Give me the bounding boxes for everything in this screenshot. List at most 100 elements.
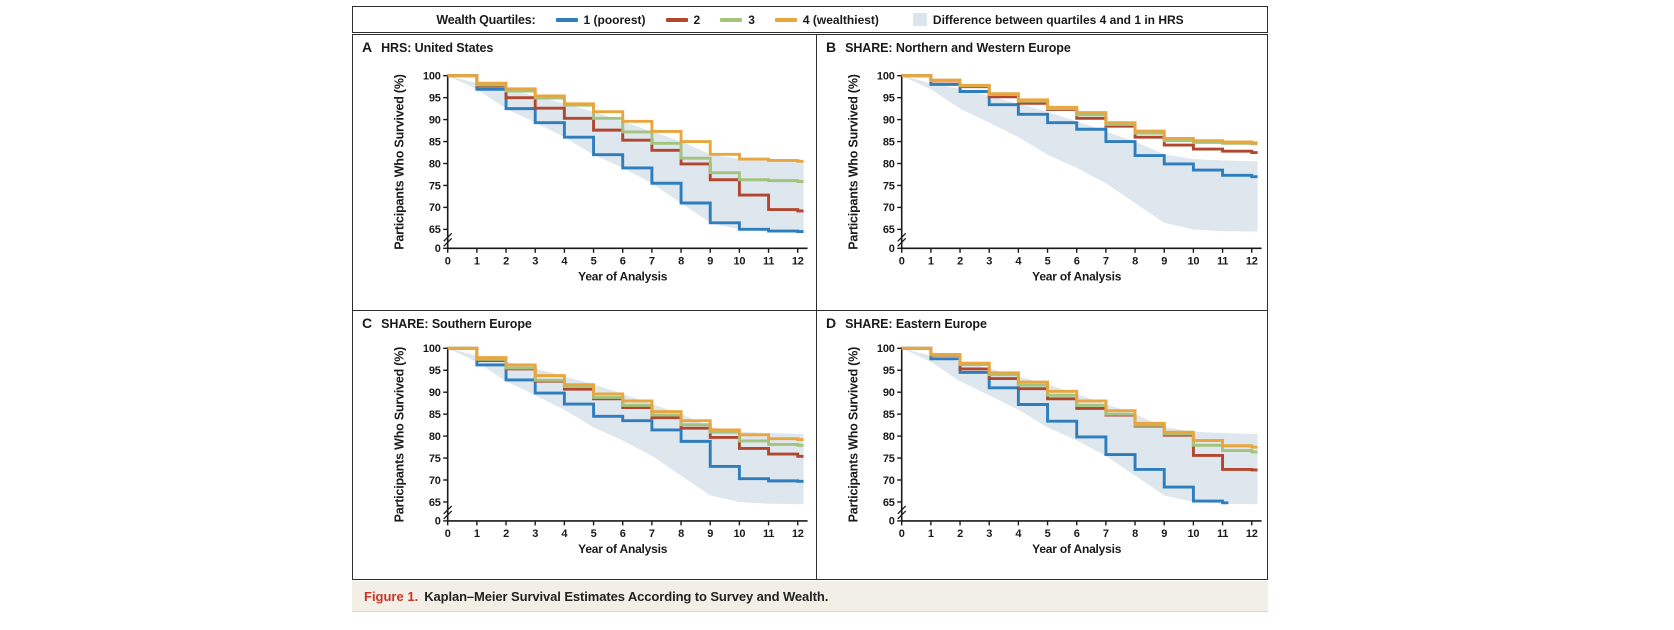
- legend-item-band: Difference between quartiles 4 and 1 in …: [912, 13, 1184, 27]
- x-tick-label: 10: [733, 255, 745, 267]
- y-tick-label: 0: [889, 243, 895, 255]
- x-tick-label: 2: [957, 255, 963, 267]
- x-tick-label: 7: [649, 255, 655, 267]
- axis-break-icon: [443, 232, 453, 242]
- x-tick-label: 5: [1045, 528, 1051, 540]
- x-tick-label: 8: [1132, 255, 1138, 267]
- x-tick-label: 5: [1045, 255, 1051, 267]
- quartile-1-line-swatch-icon: [555, 17, 578, 22]
- x-tick-label: 0: [899, 528, 905, 540]
- y-tick-label: 90: [429, 387, 441, 399]
- x-tick-label: 11: [763, 528, 774, 540]
- x-tick-label: 8: [1132, 528, 1138, 540]
- x-axis-title: Year of Analysis: [1032, 542, 1122, 556]
- x-tick-label: 9: [1161, 255, 1167, 267]
- x-tick-label: 3: [532, 255, 538, 267]
- x-tick-label: 9: [1161, 528, 1167, 540]
- y-tick-label: 90: [883, 114, 895, 126]
- x-tick-label: 3: [986, 255, 992, 267]
- x-tick-label: 12: [792, 255, 804, 267]
- axis-break-icon: [897, 510, 907, 520]
- y-axis-title: Participants Who Survived (%): [393, 74, 407, 250]
- panel-vertical-divider: [816, 34, 817, 580]
- x-tick-label: 2: [503, 255, 509, 267]
- x-tick-label: 4: [1015, 255, 1022, 267]
- curve-quartile-3: [447, 346, 804, 447]
- panel-name: SHARE: Southern Europe: [381, 317, 532, 331]
- y-tick-label: 85: [883, 409, 895, 421]
- quartile-4-line-swatch-icon: [774, 17, 797, 22]
- axis-break-icon: [443, 505, 453, 515]
- x-axis-title: Year of Analysis: [578, 542, 668, 556]
- x-tick-label: 3: [986, 528, 992, 540]
- y-tick-label: 0: [435, 516, 441, 528]
- y-tick-label: 0: [435, 243, 441, 255]
- x-tick-label: 0: [445, 255, 451, 267]
- y-tick-label: 100: [877, 71, 895, 83]
- x-tick-label: 8: [678, 528, 684, 540]
- legend-item-label: 2: [693, 12, 701, 27]
- y-tick-label: 85: [883, 136, 895, 148]
- y-tick-label: 100: [423, 343, 441, 355]
- y-tick-label: 65: [429, 497, 441, 509]
- panel-c-title: C SHARE: Southern Europe: [362, 315, 532, 331]
- x-tick-label: 2: [957, 528, 963, 540]
- x-tick-label: 0: [899, 255, 905, 267]
- y-tick-label: 65: [883, 497, 895, 509]
- y-tick-label: 65: [429, 224, 441, 236]
- y-tick-label: 70: [429, 202, 441, 214]
- x-tick-label: 12: [792, 528, 804, 540]
- x-tick-label: 7: [1103, 528, 1109, 540]
- y-tick-label: 80: [883, 158, 895, 170]
- y-tick-label: 75: [883, 180, 895, 192]
- axis-break-icon: [443, 237, 453, 247]
- y-tick-label: 0: [889, 516, 895, 528]
- curve-quartile-4: [447, 346, 804, 442]
- quartile-2-line-swatch-icon: [665, 17, 688, 22]
- x-tick-label: 8: [678, 255, 684, 267]
- x-tick-label: 9: [707, 528, 713, 540]
- legend-item-quartile-1: 1 (poorest): [555, 13, 646, 27]
- y-axis-title: Participants Who Survived (%): [847, 347, 861, 523]
- curve-quartile-4: [901, 74, 1258, 145]
- x-tick-label: 10: [1187, 255, 1199, 267]
- y-tick-label: 90: [883, 387, 895, 399]
- x-tick-label: 6: [620, 255, 626, 267]
- panel-name: SHARE: Eastern Europe: [845, 317, 987, 331]
- curve-quartile-1: [447, 74, 804, 233]
- y-axis-title: Participants Who Survived (%): [393, 347, 407, 523]
- x-tick-label: 4: [561, 528, 568, 540]
- figure-caption: Figure 1. Kaplan–Meier Survival Estimate…: [352, 581, 1268, 612]
- panel-horizontal-divider: [352, 310, 1268, 311]
- panel-d-share-eastern-europe: 100 95 90 85 80 75 70 65 0 0 1 2 3 4 5 6 7 8 9 10 11 12 Year o…: [816, 310, 1270, 580]
- panel-a-title: A HRS: United States: [362, 39, 493, 55]
- y-tick-label: 70: [429, 475, 441, 487]
- x-tick-label: 7: [649, 528, 655, 540]
- x-tick-label: 6: [1074, 528, 1080, 540]
- x-tick-label: 6: [1074, 255, 1080, 267]
- figure-caption-tag: Figure 1.: [364, 588, 419, 604]
- x-tick-label: 9: [707, 255, 713, 267]
- difference-band: [447, 348, 804, 505]
- x-tick-label: 10: [733, 528, 745, 540]
- panel-letter: B: [826, 39, 837, 55]
- x-tick-label: 1: [474, 528, 480, 540]
- curve-quartile-2: [901, 346, 1258, 472]
- panel-a-hrs-united-states: 100 95 90 85 80 75 70 65 0 0 1 2 3 4 5 6 7 8 9 10 11 12 Year o…: [352, 34, 816, 310]
- x-tick-label: 12: [1246, 528, 1258, 540]
- y-tick-label: 80: [429, 158, 441, 170]
- x-tick-label: 5: [591, 255, 597, 267]
- axis-break-icon: [443, 510, 453, 520]
- panel-b-share-northern-western-europe: 100 95 90 85 80 75 70 65 0 0 1 2 3 4 5 6 7 8 9 10 11 12 Year o…: [816, 34, 1270, 310]
- x-axis-title: Year of Analysis: [578, 269, 668, 283]
- x-tick-label: 1: [474, 255, 480, 267]
- difference-band: [901, 75, 1258, 232]
- x-tick-label: 10: [1187, 528, 1199, 540]
- x-tick-label: 3: [532, 528, 538, 540]
- legend: Wealth Quartiles: 1 (poorest) 2 3 4 (wea…: [352, 6, 1268, 33]
- legend-item-quartile-4: 4 (wealthiest): [774, 13, 879, 27]
- axis-break-icon: [897, 505, 907, 515]
